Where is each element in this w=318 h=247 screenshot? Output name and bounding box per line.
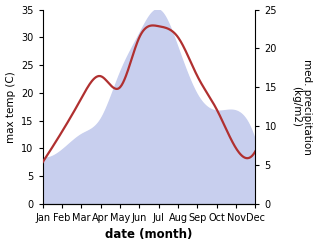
Y-axis label: max temp (C): max temp (C) [5,71,16,143]
X-axis label: date (month): date (month) [105,228,193,242]
Y-axis label: med. precipitation
(kg/m2): med. precipitation (kg/m2) [291,59,313,155]
